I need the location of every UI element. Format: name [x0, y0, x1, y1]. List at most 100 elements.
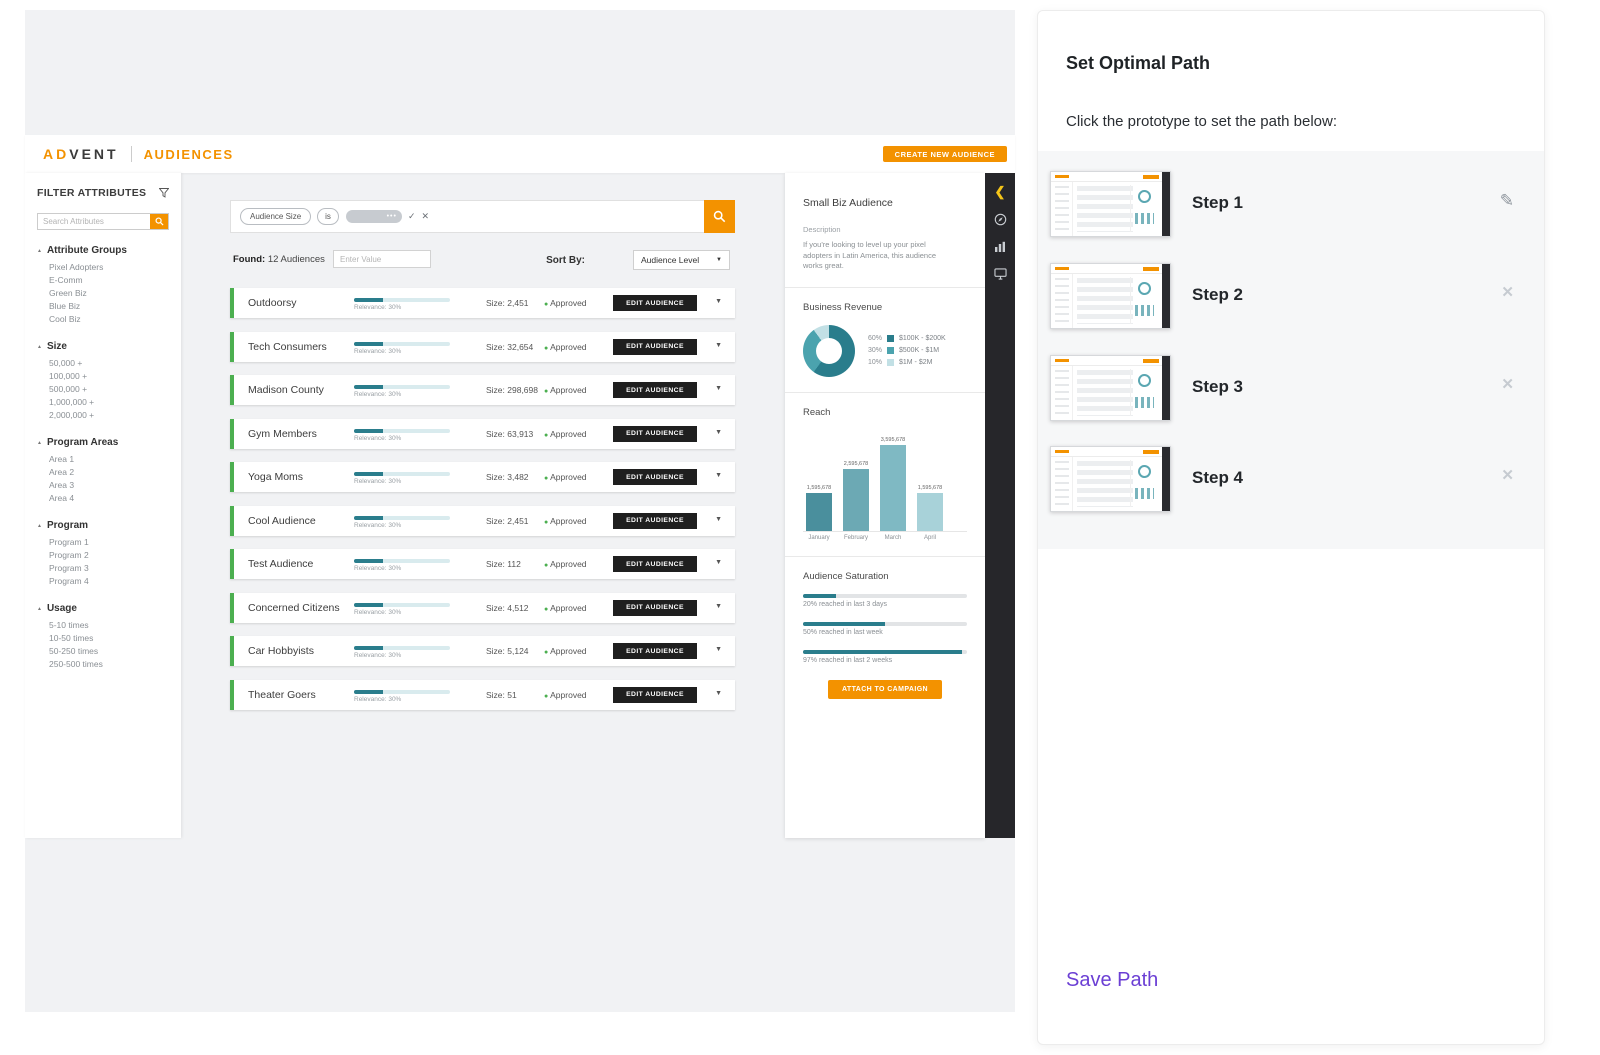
filter-item[interactable]: Program 1	[49, 537, 89, 547]
value-slider[interactable]: •••	[345, 210, 402, 223]
edit-audience-button[interactable]: EDIT AUDIENCE	[613, 512, 697, 529]
description-label: Description	[803, 225, 841, 234]
audience-row[interactable]: Outdoorsy Relevance: 30% Size: 2,451 ● A…	[230, 288, 735, 318]
divider	[785, 391, 985, 393]
filter-item[interactable]: 100,000 +	[49, 371, 88, 381]
edit-audience-button[interactable]: EDIT AUDIENCE	[613, 686, 697, 703]
chevron-down-icon[interactable]: ▼	[715, 559, 722, 566]
edit-audience-button[interactable]: EDIT AUDIENCE	[613, 599, 697, 616]
attribute-search-button[interactable]	[150, 214, 168, 229]
search-icon	[154, 217, 164, 226]
chevron-down-icon[interactable]: ▼	[715, 602, 722, 610]
edit-audience-button[interactable]: EDIT AUDIENCE	[613, 469, 697, 485]
step-thumbnail[interactable]	[1050, 263, 1171, 329]
status-dot-icon: ●	[544, 562, 549, 569]
filter-item[interactable]: Program 4	[49, 576, 89, 586]
ellipsis-icon: •••	[386, 213, 397, 220]
confirm-check-icon[interactable]: ✓	[407, 211, 416, 221]
filter-item[interactable]: Cool Biz	[49, 314, 81, 324]
audience-row[interactable]: Theater Goers Relevance: 30% Size: 51 ● …	[230, 679, 735, 710]
filter-group-header[interactable]: ▲ Usage	[37, 603, 169, 614]
panel-title: Set Optimal Path	[1066, 53, 1211, 73]
saturation-title: Audience Saturation	[803, 570, 889, 582]
chevron-down-icon[interactable]: ▼	[715, 428, 722, 436]
filter-item[interactable]: Area 1	[49, 454, 75, 464]
edit-audience-button[interactable]: EDIT AUDIENCE	[613, 643, 697, 659]
step-row: Step 4 ✕	[1050, 446, 1534, 516]
filter-item[interactable]: 1,000,000 +	[49, 397, 95, 407]
status-label: Approved	[550, 559, 587, 569]
chevron-down-icon[interactable]: ▼	[715, 472, 722, 479]
edit-audience-button[interactable]: EDIT AUDIENCE	[613, 338, 697, 355]
reach-bar	[917, 492, 943, 531]
audience-row[interactable]: Car Hobbyists Relevance: 30% Size: 5,124…	[230, 636, 735, 666]
audience-status: ● Approved	[544, 646, 587, 656]
filter-item[interactable]: 10-50 times	[49, 633, 94, 643]
audience-search-bar: Audience Size is ••• ✓ ✕	[230, 200, 735, 233]
monitor-icon[interactable]	[993, 268, 1007, 280]
step-thumbnail[interactable]	[1050, 355, 1171, 421]
filter-item[interactable]: Area 3	[49, 480, 75, 490]
compass-icon[interactable]	[994, 213, 1007, 226]
audience-row[interactable]: Tech Consumers Relevance: 30% Size: 32,6…	[230, 331, 735, 362]
attach-to-campaign-button[interactable]: ATTACH TO CAMPAIGN	[827, 679, 942, 699]
audience-row[interactable]: Concerned Citizens Relevance: 30% Size: …	[230, 592, 735, 623]
filter-item[interactable]: 250-500 times	[49, 659, 103, 669]
collapse-panel-icon[interactable]: ❮	[994, 184, 1006, 199]
audience-size: Size: 5,124	[486, 646, 529, 656]
chevron-down-icon[interactable]: ▼	[715, 689, 722, 697]
relevance-label: Relevance: 30%	[354, 565, 402, 572]
filter-item[interactable]: 500,000 +	[49, 384, 88, 394]
step-thumbnail[interactable]	[1050, 446, 1171, 512]
clear-filter-icon[interactable]: ✕	[421, 211, 430, 221]
filter-item[interactable]: Blue Biz	[49, 301, 81, 311]
filter-item[interactable]: E-Comm	[49, 275, 83, 285]
filter-item[interactable]: Pixel Adopters	[49, 262, 104, 272]
funnel-icon[interactable]	[158, 188, 170, 198]
chevron-down-icon[interactable]: ▼	[715, 385, 722, 392]
remove-step-icon[interactable]: ✕	[1501, 467, 1514, 484]
audience-row[interactable]: Cool Audience Relevance: 30% Size: 2,451…	[230, 505, 735, 536]
audience-row[interactable]: Test Audience Relevance: 30% Size: 112 ●…	[230, 549, 735, 579]
edit-audience-button[interactable]: EDIT AUDIENCE	[613, 382, 697, 398]
legend-percent: 10%	[868, 359, 883, 366]
bar-chart-icon[interactable]	[994, 241, 1006, 253]
run-search-button[interactable]	[704, 200, 735, 233]
filter-item[interactable]: 50,000 +	[49, 358, 83, 368]
filter-item[interactable]: Program 3	[49, 563, 89, 573]
edit-audience-button[interactable]: EDIT AUDIENCE	[613, 295, 697, 311]
audience-row[interactable]: Gym Members Relevance: 30% Size: 63,913 …	[230, 418, 735, 449]
save-path-link[interactable]: Save Path	[1066, 969, 1159, 991]
filter-item[interactable]: Program 2	[49, 550, 89, 560]
audience-row[interactable]: Madison County Relevance: 30% Size: 298,…	[230, 375, 735, 405]
filter-item[interactable]: 2,000,000 +	[49, 410, 95, 420]
remove-step-icon[interactable]: ✕	[1501, 376, 1514, 393]
filter-group-header[interactable]: ▲ Program Areas	[37, 437, 169, 448]
chevron-down-icon[interactable]: ▼	[715, 298, 722, 305]
operator-chip[interactable]: is	[317, 208, 339, 225]
filter-group-header[interactable]: ▲ Size	[37, 341, 169, 352]
filter-group-header[interactable]: ▲ Program	[37, 520, 169, 531]
attribute-search-input[interactable]	[38, 214, 150, 229]
filter-group-header[interactable]: ▲ Attribute Groups	[37, 245, 169, 256]
remove-step-icon[interactable]: ✕	[1501, 284, 1514, 301]
sort-dropdown[interactable]: Audience Level ▼	[633, 250, 730, 270]
edit-step-icon[interactable]: ✎	[1499, 191, 1514, 210]
step-thumbnail[interactable]	[1050, 171, 1171, 237]
filter-item[interactable]: 5-10 times	[49, 620, 89, 630]
prototype-frame[interactable]: ADVENT AUDIENCES CREATE NEW AUDIENCE FIL…	[25, 10, 1015, 1012]
chevron-down-icon[interactable]: ▼	[715, 341, 722, 349]
filter-item[interactable]: Area 2	[49, 467, 75, 477]
enter-value-input[interactable]	[333, 250, 431, 268]
chevron-down-icon[interactable]: ▼	[715, 515, 722, 523]
edit-audience-button[interactable]: EDIT AUDIENCE	[613, 425, 697, 442]
create-new-audience-button[interactable]: CREATE NEW AUDIENCE	[882, 146, 1007, 162]
edit-audience-button[interactable]: EDIT AUDIENCE	[613, 556, 697, 572]
audience-row[interactable]: Yoga Moms Relevance: 30% Size: 3,482 ● A…	[230, 462, 735, 492]
chevron-down-icon[interactable]: ▼	[715, 646, 722, 653]
filter-chip[interactable]: Audience Size	[240, 208, 312, 225]
bar-value-label: 1,595,678	[806, 484, 832, 491]
filter-item[interactable]: Green Biz	[49, 288, 87, 298]
filter-item[interactable]: 50-250 times	[49, 646, 99, 656]
filter-item[interactable]: Area 4	[49, 493, 75, 503]
